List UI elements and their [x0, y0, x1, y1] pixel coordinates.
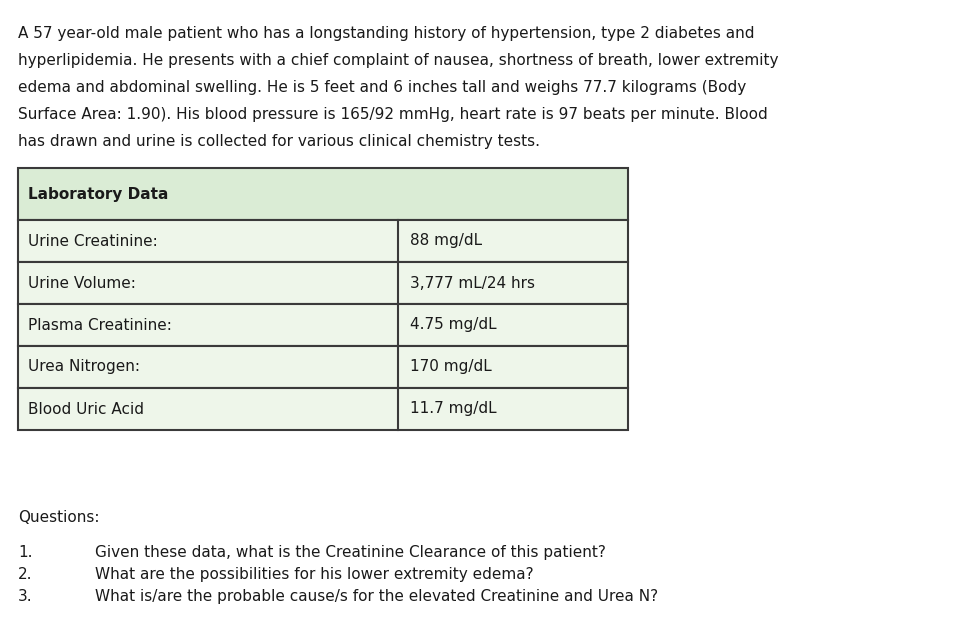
- Bar: [18, 220, 628, 262]
- Text: edema and abdominal swelling. He is 5 feet and 6 inches tall and weighs 77.7 kil: edema and abdominal swelling. He is 5 fe…: [18, 80, 746, 95]
- Text: Given these data, what is the Creatinine Clearance of this patient?: Given these data, what is the Creatinine…: [95, 545, 606, 560]
- Text: 4.75 mg/dL: 4.75 mg/dL: [410, 317, 496, 332]
- Text: A 57 year-old male patient who has a longstanding history of hypertension, type : A 57 year-old male patient who has a lon…: [18, 26, 754, 41]
- Bar: [18, 346, 628, 388]
- Text: 11.7 mg/dL: 11.7 mg/dL: [410, 401, 496, 416]
- Text: 88 mg/dL: 88 mg/dL: [410, 233, 482, 248]
- Text: Urine Creatinine:: Urine Creatinine:: [28, 233, 157, 248]
- Text: 2.: 2.: [18, 567, 32, 582]
- Text: Surface Area: 1.90). His blood pressure is 165/92 mmHg, heart rate is 97 beats p: Surface Area: 1.90). His blood pressure …: [18, 107, 768, 122]
- Text: 170 mg/dL: 170 mg/dL: [410, 359, 491, 374]
- Text: 3.: 3.: [18, 589, 32, 604]
- Text: What is/are the probable cause/s for the elevated Creatinine and Urea N?: What is/are the probable cause/s for the…: [95, 589, 658, 604]
- Text: Urea Nitrogen:: Urea Nitrogen:: [28, 359, 140, 374]
- Text: 3,777 mL/24 hrs: 3,777 mL/24 hrs: [410, 275, 535, 290]
- Text: Plasma Creatinine:: Plasma Creatinine:: [28, 317, 172, 332]
- Bar: [18, 304, 628, 346]
- Text: Urine Volume:: Urine Volume:: [28, 275, 136, 290]
- Text: has drawn and urine is collected for various clinical chemistry tests.: has drawn and urine is collected for var…: [18, 134, 540, 149]
- Bar: [18, 388, 628, 430]
- Text: hyperlipidemia. He presents with a chief complaint of nausea, shortness of breat: hyperlipidemia. He presents with a chief…: [18, 53, 779, 68]
- Text: Laboratory Data: Laboratory Data: [28, 186, 168, 201]
- Text: 1.: 1.: [18, 545, 32, 560]
- Bar: [18, 262, 628, 304]
- Text: Blood Uric Acid: Blood Uric Acid: [28, 401, 144, 416]
- Text: What are the possibilities for his lower extremity edema?: What are the possibilities for his lower…: [95, 567, 533, 582]
- Bar: [18, 168, 628, 220]
- Text: Questions:: Questions:: [18, 510, 100, 525]
